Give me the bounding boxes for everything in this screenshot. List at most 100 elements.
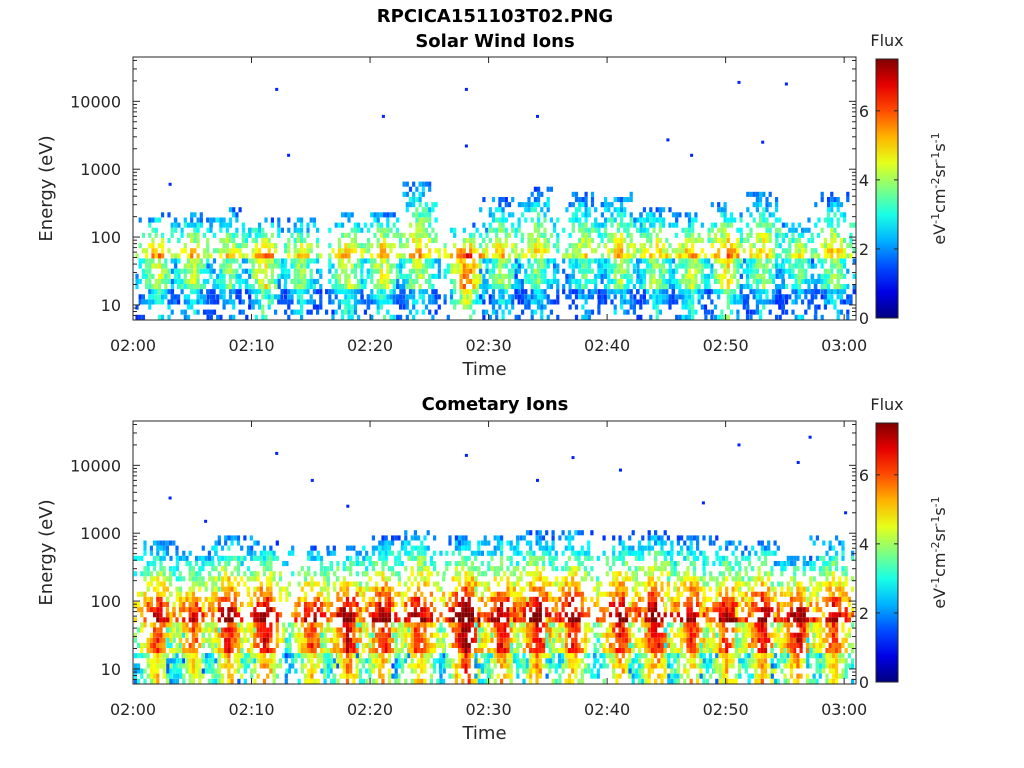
spectrogram-cell: [636, 289, 640, 295]
spectrogram-cell: [133, 668, 137, 674]
spectrogram-cell: [272, 663, 276, 669]
spectrogram-cell: [407, 653, 411, 659]
spectrogram-cell: [568, 263, 572, 269]
spectrogram-cell: [240, 627, 244, 633]
spectrogram-cell: [671, 212, 676, 218]
spectrogram-cell: [368, 637, 372, 643]
spectrogram-cell: [297, 627, 301, 633]
spectrogram-cell: [143, 545, 147, 551]
spectrogram-cell: [392, 232, 396, 238]
spectrogram-cell: [250, 555, 254, 561]
spectrogram-cell: [397, 555, 401, 561]
spectrogram-cell: [367, 248, 371, 254]
spectrogram-cell: [616, 243, 620, 249]
spectrogram-cell: [220, 586, 225, 592]
spectrogram-cell: [743, 294, 747, 300]
spectrogram-cell: [175, 658, 179, 664]
spectrogram-cell: [491, 263, 496, 269]
spectrogram-cell: [571, 258, 575, 264]
spectrogram-cell: [578, 284, 582, 290]
spectrogram-cell: [238, 273, 242, 279]
spectrogram-cell: [282, 637, 286, 643]
spectrogram-cell: [360, 299, 364, 305]
spectrogram-cell: [397, 653, 401, 659]
spectrogram-cell: [678, 284, 682, 290]
spectrogram-cell: [537, 191, 541, 197]
spectrogram-cell: [410, 678, 414, 684]
spectrogram-cell: [426, 566, 430, 572]
spectrogram-cell: [251, 248, 255, 254]
spectrogram-cell: [794, 258, 798, 264]
spectrogram-cell: [501, 263, 505, 269]
spectrogram-cell: [196, 227, 200, 233]
spectrogram-cell: [616, 278, 620, 284]
spectrogram-cell: [182, 663, 186, 669]
spectrogram-cell: [216, 217, 220, 223]
spectrogram-cell: [817, 289, 821, 295]
spectrogram-cell: [262, 561, 267, 567]
spectrogram-cell: [250, 642, 254, 648]
spectrogram-cell: [193, 278, 197, 284]
spectrogram-cell: [204, 668, 209, 674]
spectrogram-cell: [830, 294, 834, 300]
spectrogram-cell: [167, 278, 171, 284]
spectrogram-cell: [408, 253, 413, 259]
spectrogram-cell: [383, 314, 387, 320]
spectrogram-cell: [290, 263, 294, 269]
spectrogram-cell: [600, 278, 604, 284]
spectrogram-cell: [378, 617, 382, 623]
spectrogram-cell: [399, 299, 403, 305]
spectrogram-cell: [671, 222, 676, 228]
spectrogram-cell: [449, 253, 454, 259]
spectrogram-cell: [801, 314, 805, 320]
spectrogram-cell: [170, 227, 174, 233]
spectrogram-cell: [357, 263, 361, 269]
spectrogram-cell: [188, 627, 192, 633]
spectrogram-cell: [778, 263, 782, 269]
spectrogram-cell: [186, 299, 191, 305]
spectrogram-cell: [553, 258, 557, 264]
spectrogram-cell: [537, 304, 541, 310]
spectrogram-cell: [261, 227, 265, 233]
spectrogram-cell: [514, 248, 518, 254]
spectrogram-cell: [507, 294, 512, 300]
spectrogram-cell: [524, 217, 528, 223]
spectrogram-cell: [743, 258, 747, 264]
spectrogram-cell: [367, 243, 371, 249]
spectrogram-cell: [662, 243, 666, 249]
spectrogram-cell: [246, 601, 251, 607]
spectrogram-cell: [420, 591, 424, 597]
spectrogram-cell: [212, 299, 217, 305]
spectrogram-cell: [428, 273, 432, 279]
spectrogram-cell: [843, 299, 847, 305]
spectrogram-cell: [319, 566, 324, 572]
spectrogram-cell: [629, 273, 633, 279]
spectrogram-cell: [227, 663, 231, 669]
spectrogram-cell: [514, 294, 518, 300]
spectrogram-cell: [807, 284, 811, 290]
spectrogram-cell: [316, 632, 320, 638]
spectrogram-cell: [642, 278, 646, 284]
spectrogram-cell: [383, 248, 387, 254]
spectrogram-cell: [746, 191, 750, 197]
spectrogram-cell: [431, 258, 435, 264]
spectrogram-cell: [807, 258, 811, 264]
spectrogram-cell: [178, 642, 182, 648]
spectrogram-cell: [222, 237, 226, 243]
spectrogram-cell: [378, 668, 382, 674]
spectrogram-cell: [386, 258, 390, 264]
spectrogram-cell: [339, 663, 343, 669]
spectrogram-cell: [275, 622, 279, 628]
spectrogram-cell: [156, 550, 160, 556]
spectrogram-cell: [244, 258, 249, 264]
spectrogram-cell: [794, 294, 798, 300]
spectrogram-cell: [367, 237, 371, 243]
spectrogram-cell: [434, 258, 438, 264]
spectrogram-cell: [433, 561, 437, 567]
spectrogram-cell: [300, 278, 304, 284]
spectrogram-cell: [434, 309, 438, 315]
spectrogram-cell: [642, 273, 646, 279]
spectrogram-cell: [445, 658, 449, 664]
spectrogram-cell: [230, 663, 234, 669]
